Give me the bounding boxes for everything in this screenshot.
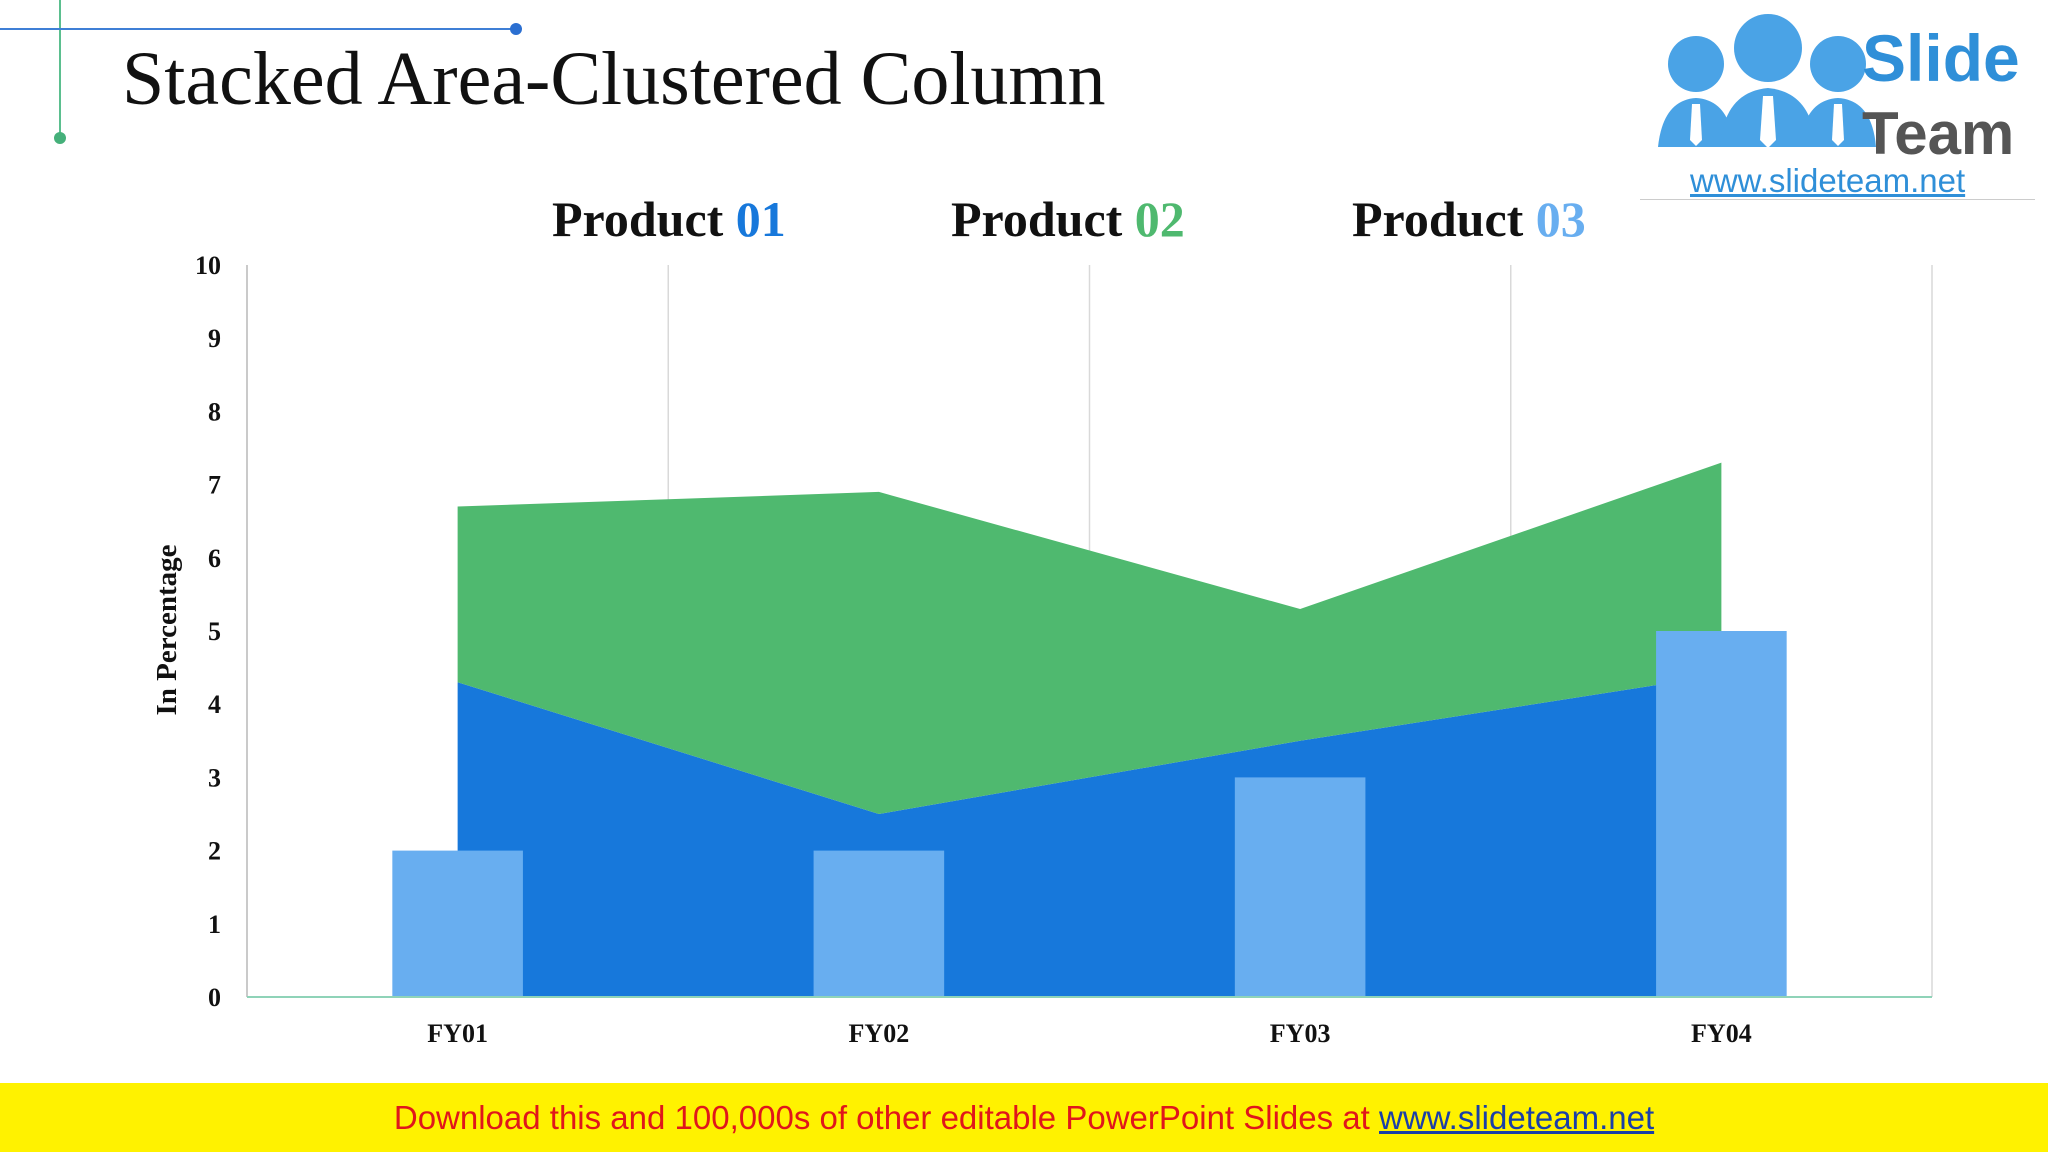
x-tick-label: FY02 [849, 1019, 910, 1048]
logo-wordmark-team: Team [1862, 100, 2015, 167]
legend-label: Product [552, 191, 736, 247]
logo-url-link[interactable]: www.slideteam.net [1690, 162, 1966, 199]
decorative-vertical-line [59, 0, 61, 135]
banner-text: Download this and 100,000s of other edit… [393, 1099, 1379, 1136]
y-tick-label: 3 [208, 763, 221, 792]
x-tick-label: FY01 [427, 1019, 488, 1048]
bar-fy04 [1656, 631, 1787, 997]
banner-link[interactable]: www.slideteam.net [1379, 1099, 1655, 1136]
legend-label: Product [1352, 191, 1536, 247]
y-tick-label: 8 [208, 397, 221, 426]
logo-wordmark-slide: Slide [1862, 21, 2020, 95]
y-axis-title: In Percentage [151, 544, 183, 715]
download-banner: Download this and 100,000s of other edit… [0, 1083, 2048, 1152]
y-tick-label: 6 [208, 544, 221, 573]
y-tick-label: 0 [208, 983, 221, 1012]
legend-number: 01 [735, 191, 786, 247]
legend-item-product-02: Product 02 [951, 190, 1185, 248]
x-tick-label: FY04 [1691, 1019, 1752, 1048]
y-tick-label: 1 [208, 910, 221, 939]
y-tick-label: 2 [208, 837, 221, 866]
y-tick-label: 9 [208, 324, 221, 353]
people-icon [1658, 14, 1876, 148]
decorative-horizontal-line [0, 28, 518, 30]
y-tick-label: 4 [208, 690, 221, 719]
y-tick-label: 10 [195, 251, 221, 280]
logo-divider [1640, 199, 2035, 200]
legend-number: 02 [1134, 191, 1185, 247]
bar-fy01 [392, 850, 523, 997]
area-product-01 [457, 674, 1722, 997]
bar-fy02 [813, 850, 945, 997]
x-tick-label: FY03 [1270, 1019, 1331, 1048]
y-tick-label: 5 [208, 617, 221, 646]
legend-label: Product [951, 191, 1135, 247]
y-tick-label: 7 [208, 471, 221, 500]
legend-number: 03 [1535, 191, 1586, 247]
decorative-dot [510, 23, 522, 35]
bar-fy03 [1234, 777, 1366, 997]
decorative-dot [54, 132, 66, 144]
slide-title: Stacked Area-Clustered Column [122, 37, 1106, 121]
legend-item-product-01: Product 01 [552, 190, 786, 248]
stacked-area-clustered-column-chart: 0 1 2 3 4 5 6 7 8 9 10 FY01 FY02 FY03 FY04 In Percenta… [151, 251, 1933, 1048]
area-product-02 [457, 462, 1722, 814]
legend-item-product-03: Product 03 [1352, 190, 1586, 248]
slideteam-logo: Slide Team www.slideteam.net [1640, 12, 2035, 202]
